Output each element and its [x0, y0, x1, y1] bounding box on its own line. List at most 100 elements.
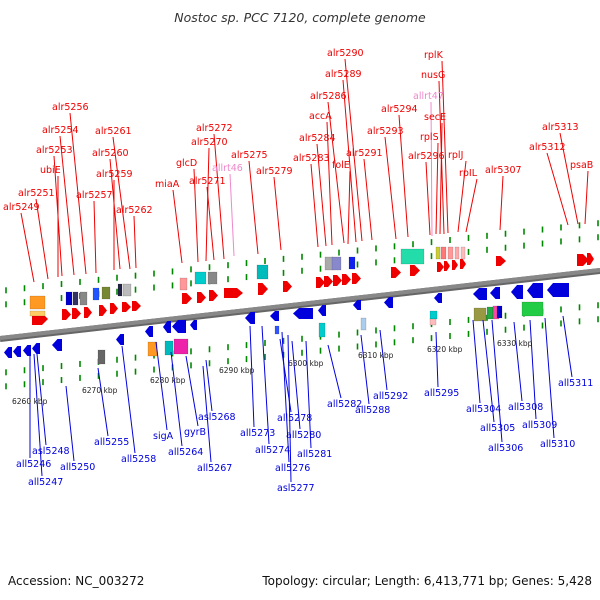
gene-label-top: psaB	[570, 160, 593, 171]
gene-label-top: alr5256	[52, 102, 89, 113]
forward-gene-arrow	[410, 265, 420, 276]
forward-gene-arrow	[62, 309, 71, 320]
reverse-gene-arrow	[4, 347, 12, 358]
gene-feature-box	[461, 247, 465, 259]
top-leader-line	[328, 102, 344, 243]
gene-label-bottom: all5311	[558, 378, 593, 389]
genome-backbone	[0, 270, 600, 338]
forward-gene-arrow	[110, 303, 118, 314]
gene-label-top: alr5259	[96, 169, 133, 180]
gene-label-top: rpIL	[459, 168, 478, 179]
forward-gene-arrow	[122, 302, 131, 312]
forward-gene-arrow	[132, 301, 141, 311]
gene-label-bottom: all5255	[94, 437, 129, 448]
genome-map-viewer: Nostoc sp. PCC 7120, complete genome 626…	[0, 0, 600, 600]
gene-feature-box	[474, 308, 486, 321]
gene-feature-box	[30, 296, 45, 309]
gene-label-top: nusG	[421, 70, 445, 81]
gene-label-top: glcD	[176, 158, 197, 169]
forward-gene-arrow	[587, 253, 594, 265]
gene-feature-box	[401, 249, 424, 264]
gene-feature-box	[174, 339, 188, 354]
forward-gene-arrow	[316, 277, 325, 288]
gene-label-bottom: all5246	[16, 459, 51, 470]
top-leader-line	[364, 159, 372, 240]
forward-gene-arrow	[342, 274, 351, 285]
top-leader-line	[94, 201, 96, 273]
gene-label-bottom: asl5268	[198, 412, 236, 423]
top-leader-line	[466, 179, 477, 232]
gene-label-top: alr5270	[191, 137, 228, 148]
gene-label-top: alr5289	[325, 69, 362, 80]
reverse-gene-arrow	[270, 311, 279, 321]
reverse-gene-arrow	[527, 283, 543, 298]
bottom-leader-line	[206, 360, 212, 411]
gene-feature-box	[208, 272, 217, 284]
gene-label-top: alr5307	[485, 165, 522, 176]
gene-feature-box	[430, 311, 437, 319]
reverse-gene-arrow	[32, 343, 40, 354]
gene-label-top: folE	[332, 160, 350, 171]
reverse-gene-arrow	[511, 285, 523, 299]
top-leader-line	[173, 190, 182, 263]
gene-label-top: alr5251	[18, 188, 55, 199]
forward-gene-arrow	[209, 290, 218, 301]
bottom-leader-line	[361, 335, 369, 404]
accession-text: Accession: NC_003272	[8, 574, 144, 588]
gene-label-bottom: all5305	[480, 423, 515, 434]
genome-summary-text: Topology: circular; Length: 6,413,771 bp…	[262, 574, 592, 588]
gene-label-bottom: all5264	[168, 447, 203, 458]
forward-gene-arrow	[444, 261, 450, 271]
bottom-leader-line	[514, 322, 522, 401]
top-leader-line	[547, 153, 568, 225]
forward-gene-arrow	[224, 288, 243, 298]
gene-feature-box	[361, 318, 366, 330]
gene-feature-box	[30, 311, 45, 316]
reverse-gene-arrow	[145, 326, 153, 337]
forward-gene-arrow	[324, 276, 333, 287]
top-leader-line	[274, 177, 281, 250]
gene-label-top: alr5291	[346, 148, 383, 159]
gene-feature-box	[430, 319, 436, 325]
gene-label-bottom: all5274	[255, 445, 290, 456]
gene-label-top: alr5284	[299, 133, 336, 144]
gene-label-top: alr5286	[310, 91, 347, 102]
forward-gene-arrow	[182, 293, 192, 304]
gene-label-top: alr5257	[76, 190, 113, 201]
reverse-gene-arrow	[318, 305, 326, 316]
gene-feature-box	[522, 302, 543, 316]
gene-label-bottom: gyrB	[184, 427, 206, 438]
gene-label-top: rplJ	[448, 150, 463, 161]
scale-tick-label: 6300 kbp	[288, 359, 324, 368]
scale-tick-label: 6260 kbp	[12, 397, 48, 406]
gene-feature-box	[455, 247, 459, 259]
scale-tick-label: 6320 kbp	[427, 345, 463, 354]
top-leader-line	[311, 164, 318, 247]
forward-gene-arrow	[99, 305, 107, 316]
gene-feature-box	[275, 326, 279, 334]
gene-label-bottom: all5304	[466, 404, 501, 415]
gene-label-top: accA	[309, 111, 332, 122]
forward-gene-arrow	[391, 267, 401, 278]
reverse-gene-arrow	[116, 334, 124, 345]
gene-label-bottom: all5267	[197, 463, 232, 474]
top-leader-line	[426, 162, 430, 235]
gene-feature-box	[80, 292, 87, 305]
gene-label-bottom: all5306	[488, 443, 523, 454]
gene-label-top: ubiE	[40, 165, 61, 176]
forward-gene-arrow	[352, 273, 361, 284]
gene-label-bottom: all5280	[286, 430, 321, 441]
gene-label-bottom: all5295	[424, 388, 459, 399]
gene-label-bottom: all5276	[275, 463, 310, 474]
top-leader-line	[585, 171, 588, 224]
bottom-leader-line	[98, 368, 108, 436]
gene-label-bottom: all5247	[28, 477, 63, 488]
gene-label-bottom: all5281	[297, 449, 332, 460]
scale-tick-label: 6330 kbp	[497, 339, 533, 348]
gene-label-bottom: all5310	[540, 439, 575, 450]
scale-tick-label: 6290 kbp	[219, 366, 255, 375]
forward-gene-arrow	[84, 307, 92, 318]
gene-label-top: alr5249	[3, 202, 40, 213]
bottom-leader-line	[186, 356, 198, 426]
gene-label-bottom: all5308	[508, 402, 543, 413]
